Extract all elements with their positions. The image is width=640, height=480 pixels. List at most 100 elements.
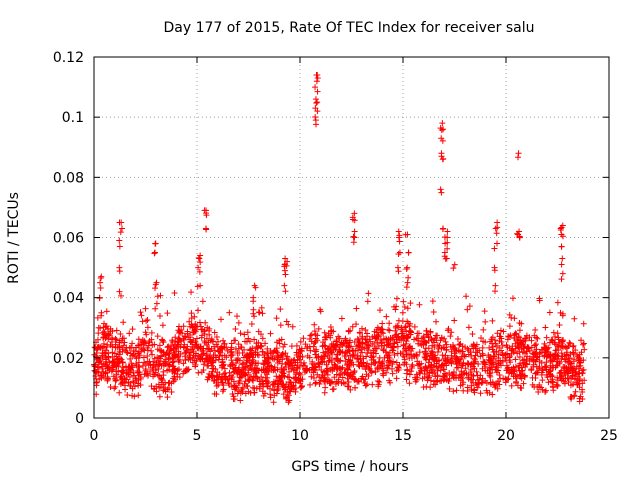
data-point: [402, 323, 409, 330]
axis-ticks: 0 5 10 15 20 25 0 0.02 0.04 0.06 0.08 0.1 0.12: [53, 50, 618, 444]
data-point: [467, 366, 474, 373]
data-point: [328, 349, 335, 356]
data-point: [152, 305, 159, 312]
data-point: [405, 249, 412, 256]
data-point: [284, 373, 291, 380]
data-point: [194, 323, 201, 330]
data-point: [154, 333, 161, 340]
data-point: [313, 379, 320, 386]
data-point: [130, 372, 137, 379]
data-point: [394, 343, 401, 350]
data-point: [555, 334, 562, 341]
data-point: [152, 285, 159, 292]
data-point: [484, 367, 491, 374]
data-point: [116, 243, 123, 250]
data-point: [109, 349, 116, 356]
data-point: [572, 388, 579, 395]
data-point: [300, 335, 307, 342]
data-point: [282, 271, 289, 278]
data-point: [204, 324, 211, 331]
data-point: [277, 378, 284, 385]
data-point: [496, 381, 503, 388]
data-point: [380, 335, 387, 342]
data-point: [429, 349, 436, 356]
data-point: [312, 380, 319, 387]
y-tick-label: 0.04: [53, 291, 84, 307]
data-point: [352, 384, 359, 391]
data-point: [318, 354, 325, 361]
data-point: [344, 348, 351, 355]
data-point: [201, 358, 208, 365]
data-point: [283, 381, 290, 388]
data-point: [170, 378, 177, 385]
data-point: [283, 318, 290, 325]
data-point: [126, 330, 133, 337]
data-point: [546, 309, 553, 316]
data-point: [197, 259, 204, 266]
data-point: [416, 360, 423, 367]
data-point: [448, 352, 455, 359]
data-point: [490, 356, 497, 363]
data-point: [401, 359, 408, 366]
data-point: [438, 189, 445, 196]
data-point: [529, 374, 536, 381]
data-point: [554, 299, 561, 306]
data-point: [518, 364, 525, 371]
data-point: [107, 384, 114, 391]
data-point: [107, 325, 114, 332]
data-point: [359, 340, 366, 347]
data-point: [234, 313, 241, 320]
data-point: [482, 318, 489, 325]
data-point: [280, 343, 287, 350]
data-point: [486, 357, 493, 364]
data-point: [474, 384, 481, 391]
data-point: [541, 353, 548, 360]
data-point: [297, 338, 304, 345]
data-point: [431, 362, 438, 369]
data-point: [517, 384, 524, 391]
data-point: [433, 318, 440, 325]
data-point: [195, 369, 202, 376]
data-point: [454, 335, 461, 342]
data-point: [509, 295, 516, 302]
data-point: [191, 313, 198, 320]
data-point: [469, 343, 476, 350]
data-point: [421, 354, 428, 361]
data-point: [362, 336, 369, 343]
data-point: [559, 233, 566, 240]
data-point: [497, 333, 504, 340]
data-point: [371, 340, 378, 347]
data-point: [485, 356, 492, 363]
data-point: [102, 369, 109, 376]
data-point: [190, 337, 197, 344]
data-point: [558, 243, 565, 250]
data-point: [210, 377, 217, 384]
data-point: [166, 366, 173, 373]
data-point: [260, 360, 267, 367]
data-point: [148, 329, 155, 336]
data-point: [209, 338, 216, 345]
data-point: [403, 266, 410, 272]
data-point: [513, 372, 520, 379]
data-point: [262, 340, 269, 347]
data-point: [504, 376, 511, 383]
data-point: [516, 327, 523, 334]
data-point: [336, 344, 343, 351]
data-point: [186, 354, 193, 361]
data-point: [552, 354, 559, 361]
data-point: [157, 292, 164, 299]
data-point: [412, 374, 419, 381]
data-point: [297, 347, 304, 354]
data-point: [97, 356, 104, 363]
data-point: [154, 293, 161, 300]
data-point: [443, 341, 450, 348]
data-point: [559, 255, 566, 262]
data-point: [252, 367, 259, 374]
data-point: [497, 357, 504, 364]
data-point: [499, 342, 506, 349]
data-point: [451, 261, 458, 268]
data-point: [274, 352, 281, 359]
data-point: [347, 357, 354, 364]
data-point: [386, 349, 393, 356]
data-point: [190, 328, 197, 335]
